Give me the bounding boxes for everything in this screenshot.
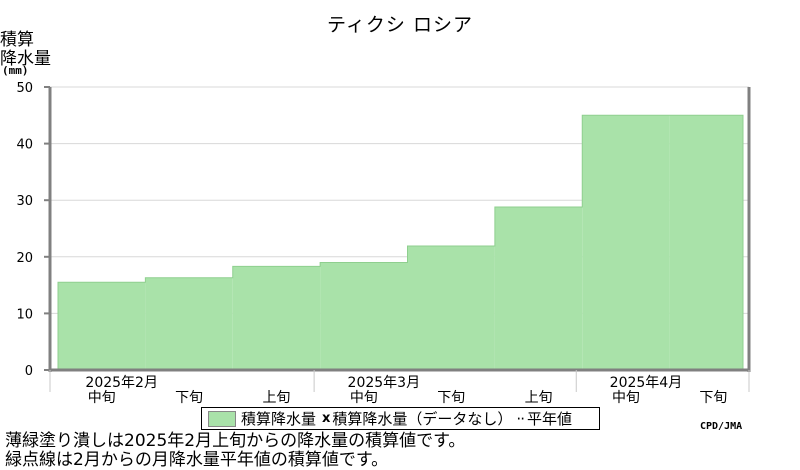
- x-tick-label-period: 上旬: [262, 390, 290, 406]
- x-tick-label-period: 中旬: [350, 390, 378, 406]
- bar: [232, 266, 321, 370]
- x-tick-label-month: 2025年3月: [348, 375, 421, 391]
- x-tick-label-month: 2025年2月: [85, 375, 158, 391]
- y-tick-label: 10: [16, 307, 33, 322]
- bar: [494, 206, 583, 370]
- y-tick-label: 0: [25, 364, 33, 379]
- y-axis-label-line-1: 積算: [0, 30, 34, 50]
- x-tick-label-period: 下旬: [175, 390, 203, 406]
- chart-legend: 積算降水量 x 積算降水量（データなし） ·· 平年値: [201, 407, 600, 430]
- note-line-1: 薄緑塗り潰しは2025年2月上旬からの降水量の積算値です。: [5, 431, 466, 451]
- x-tick-label-period: 上旬: [525, 390, 553, 406]
- chart-title: ティクシ ロシア: [327, 14, 473, 36]
- y-tick-label: 30: [16, 194, 33, 209]
- legend-entry-accumulated: 積算降水量: [241, 410, 317, 428]
- x-tick-label-period: 下旬: [699, 390, 727, 406]
- bar: [145, 277, 233, 370]
- legend-entry-no-data: 積算降水量（データなし）: [332, 410, 513, 428]
- bar: [58, 282, 146, 370]
- y-axis-label-line-2: 降水量: [0, 49, 51, 69]
- legend-marker-normal: ··: [516, 409, 524, 428]
- legend-marker-no-data: x: [322, 411, 331, 426]
- bar: [582, 115, 670, 370]
- x-tick-label-month: 2025年4月: [610, 375, 683, 391]
- bar: [669, 115, 743, 370]
- y-tick-label: 40: [16, 138, 33, 153]
- bar-outline: [57, 114, 744, 370]
- x-tick-label-period: 下旬: [437, 390, 465, 406]
- credit-label: CPD/JMA: [700, 421, 743, 432]
- note-line-2: 緑点線は2月からの月降水量平年値の積算値です。: [5, 450, 389, 470]
- bar: [320, 262, 408, 370]
- y-tick-label: 20: [16, 251, 33, 266]
- legend-swatch-accumulated: [208, 410, 236, 427]
- y-tick-label: 50: [16, 81, 33, 96]
- x-tick-label-period: 中旬: [612, 390, 640, 406]
- bar: [407, 246, 495, 370]
- x-tick-label-period: 中旬: [88, 390, 116, 406]
- legend-entry-normal: 平年値: [526, 410, 572, 428]
- y-axis-unit: (mm): [2, 64, 29, 77]
